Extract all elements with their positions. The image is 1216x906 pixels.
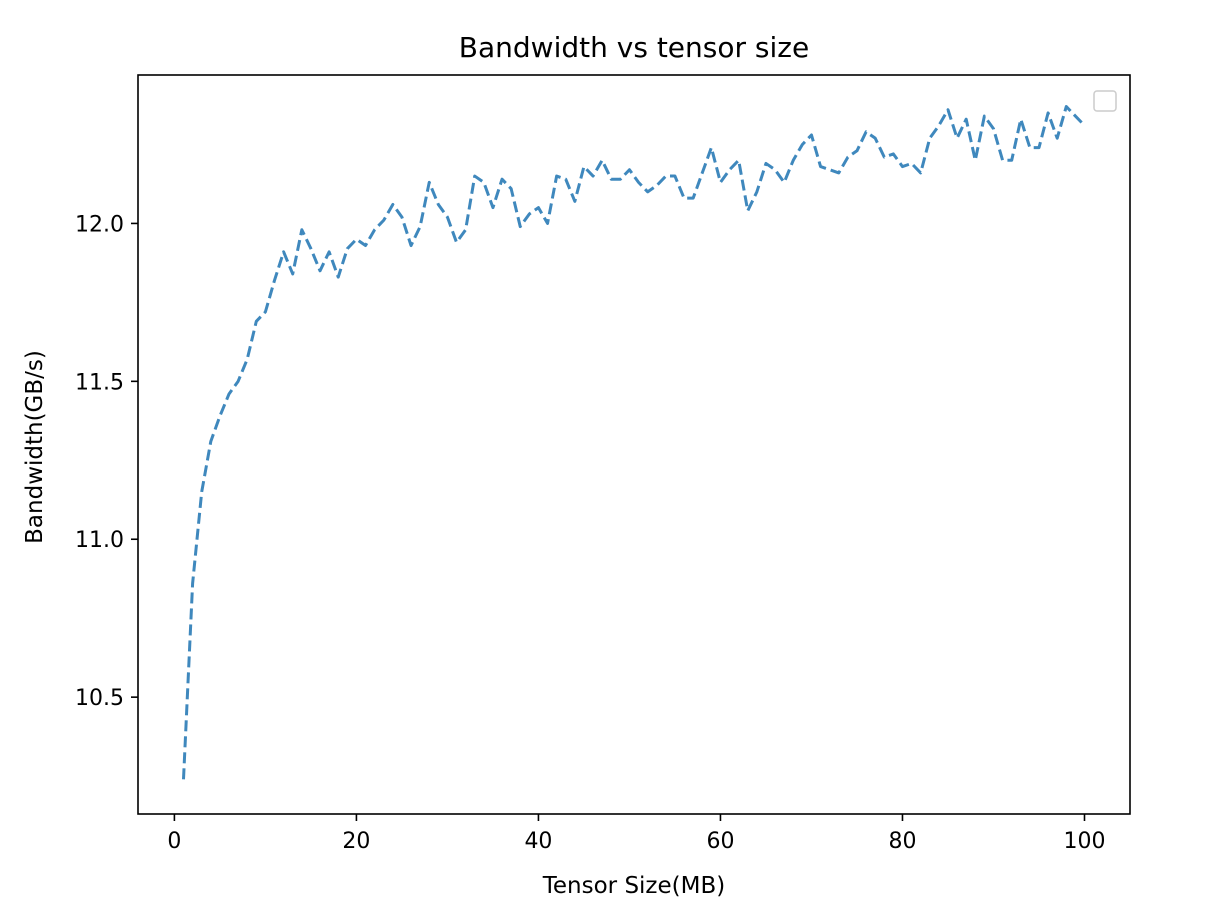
y-tick-label: 11.5 bbox=[75, 370, 124, 395]
plot-area bbox=[182, 105, 1086, 780]
x-tick-label: 60 bbox=[706, 829, 734, 854]
x-tick-label: 20 bbox=[342, 829, 370, 854]
y-tick-label: 10.5 bbox=[75, 686, 124, 711]
y-axis-label: Bandwidth(GB/s) bbox=[22, 350, 48, 544]
y-tick-label: 11.0 bbox=[75, 528, 124, 553]
x-tick-label: 40 bbox=[524, 829, 552, 854]
series-line-0 bbox=[182, 105, 1086, 780]
x-tick-label: 80 bbox=[888, 829, 916, 854]
legend-box bbox=[1093, 90, 1117, 112]
x-axis: 0 20 40 60 80 100 bbox=[167, 814, 1105, 854]
plot-frame bbox=[137, 74, 1131, 815]
chart-title: Bandwidth vs tensor size bbox=[459, 31, 809, 64]
x-tick-label: 0 bbox=[167, 829, 181, 854]
x-tick-label: 100 bbox=[1063, 829, 1105, 854]
y-tick-label: 12.0 bbox=[75, 212, 124, 237]
x-axis-label: Tensor Size(MB) bbox=[542, 873, 725, 899]
y-axis: 10.5 11.0 11.5 12.0 bbox=[75, 212, 138, 711]
